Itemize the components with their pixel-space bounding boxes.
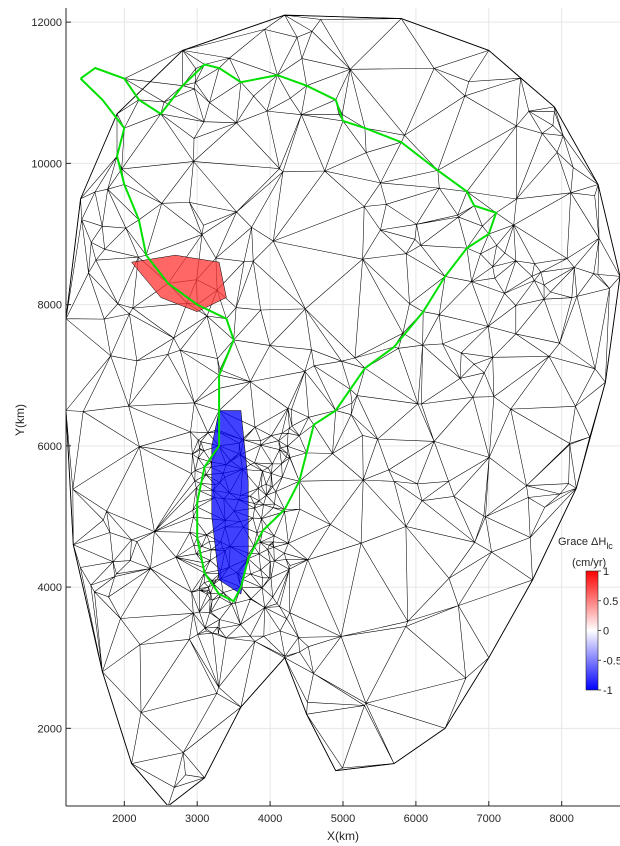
- y-tick-label: 10000: [31, 158, 62, 170]
- y-tick-label: 8000: [38, 300, 62, 312]
- x-tick-label: 2000: [112, 813, 136, 825]
- mesh-outer-boundary: [66, 14, 620, 805]
- color-region-positive: [131, 254, 227, 312]
- x-axis-label: X(km): [327, 829, 359, 843]
- color-regions: [131, 254, 249, 595]
- colorbar-title-prefix: Grace ΔH: [558, 536, 606, 548]
- colorbar-tick-label: -0.5: [603, 655, 620, 667]
- color-region-negative: [211, 410, 249, 595]
- coastline: [79, 63, 498, 603]
- y-tick-label: 2000: [38, 723, 62, 735]
- y-tick-label: 4000: [38, 582, 62, 594]
- colorbar-tick-label: 0.5: [603, 596, 618, 608]
- colorbar-ticks: 1 0.5 0 -0.5 -1: [598, 566, 620, 697]
- colorbar-units: (cm/yr): [572, 557, 606, 569]
- colorbar-tick-label: -1: [603, 685, 613, 697]
- y-tick-label: 6000: [38, 441, 62, 453]
- triangular-mesh: [66, 14, 620, 805]
- colorbar-tick-label: 0: [603, 626, 609, 638]
- x-tick-label: 7000: [477, 813, 501, 825]
- x-axis-ticks: 2000 3000 4000 5000 6000 7000 8000: [112, 801, 574, 825]
- y-tick-label: 12000: [31, 17, 62, 29]
- y-axis-ticks: 2000 4000 6000 8000 10000 12000: [31, 17, 71, 735]
- x-tick-label: 5000: [331, 813, 355, 825]
- y-axis-label: Y(km): [13, 404, 27, 436]
- colorbar-title-subscript: lc: [606, 541, 613, 551]
- x-tick-label: 4000: [258, 813, 282, 825]
- grid-lines: [66, 8, 620, 806]
- x-tick-label: 3000: [185, 813, 209, 825]
- colorbar-tick-label: 1: [603, 566, 609, 578]
- colorbar: Grace ΔHlc (cm/yr) 1 0.5 0 -0.5 -1: [558, 536, 620, 697]
- x-tick-label: 6000: [404, 813, 428, 825]
- x-tick-label: 8000: [549, 813, 573, 825]
- colorbar-gradient: [585, 570, 599, 691]
- colorbar-title: Grace ΔHlc: [558, 536, 613, 551]
